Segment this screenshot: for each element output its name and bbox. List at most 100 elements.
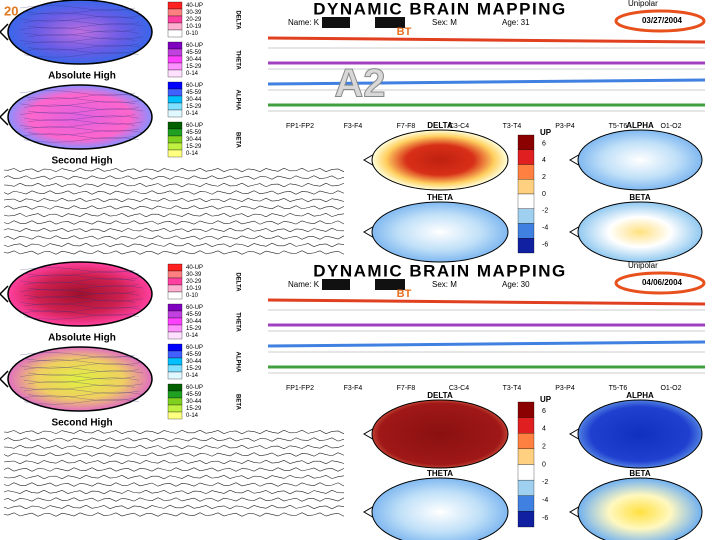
contour	[27, 306, 144, 313]
scale-label: -4	[542, 497, 548, 504]
date-circle	[614, 271, 706, 295]
head-label: Absolute High	[48, 71, 116, 82]
contour	[23, 137, 140, 143]
contour	[19, 90, 136, 96]
legend-swatch	[167, 343, 183, 352]
topo-map	[371, 201, 509, 263]
redaction	[375, 279, 405, 290]
scale-label: 4	[542, 426, 546, 433]
legend-swatch	[167, 15, 183, 24]
legend-range: 30-44	[186, 137, 202, 143]
legend-swatch	[167, 277, 183, 286]
legend-band: DELTA	[234, 272, 240, 292]
band-line	[267, 298, 706, 306]
eeg-trace	[3, 205, 345, 210]
legend-swatch	[167, 411, 183, 420]
topo-map	[371, 129, 509, 191]
band-line	[267, 340, 706, 348]
legend-band: THETA	[234, 50, 240, 70]
topo-map	[577, 129, 703, 191]
channel-label: C3-C4	[449, 385, 469, 392]
map-label: ALPHA	[626, 121, 654, 130]
record-date: 03/27/2004	[642, 16, 683, 25]
legend-range: 0-14	[186, 71, 199, 77]
head-nose	[0, 370, 9, 388]
scale-swatch	[517, 238, 535, 254]
legend-swatch	[167, 270, 183, 279]
legend-swatch	[167, 29, 183, 38]
contour	[27, 381, 144, 387]
legend-swatch	[167, 109, 183, 118]
channel-label: T3-T4	[503, 385, 522, 392]
channel-label: FP1-FP2	[286, 123, 314, 130]
title: DYNAMIC BRAIN MAPPING	[313, 0, 566, 18]
legend-range: 0-14	[186, 333, 199, 339]
scale-label: -4	[542, 225, 548, 232]
scale-title: UP	[540, 395, 552, 404]
legend-swatch	[167, 22, 183, 31]
contour	[27, 23, 144, 29]
channel-label: F3-F4	[344, 123, 363, 130]
redaction	[375, 17, 405, 28]
legend-band: THETA	[234, 312, 240, 332]
contour	[19, 395, 136, 401]
legend-range: 0-14	[186, 111, 199, 117]
eeg-trace	[3, 227, 345, 233]
head-map	[7, 0, 153, 65]
legend-range: 40-UP	[186, 265, 203, 271]
scale-swatch	[517, 448, 535, 465]
scale-swatch	[517, 479, 535, 496]
redaction	[322, 279, 350, 290]
channel-label: T5-T6	[609, 385, 628, 392]
legend-range: 15-29	[186, 366, 202, 372]
legend-swatch	[167, 371, 183, 380]
legend-range: 60-UP	[186, 123, 203, 129]
legend-range: 30-44	[186, 399, 202, 405]
scale-swatch	[517, 401, 535, 418]
contour	[23, 52, 140, 58]
eeg-trace	[3, 474, 345, 480]
channel-label: P3-P4	[555, 385, 575, 392]
channel-label: C3-C4	[449, 123, 469, 130]
scale-label: 0	[542, 191, 546, 198]
legend-swatch	[167, 8, 183, 17]
contour	[19, 288, 136, 295]
contour	[27, 370, 144, 376]
band-line	[267, 78, 706, 86]
contour	[27, 119, 144, 125]
legend-range: 30-44	[186, 57, 202, 63]
head-nose	[0, 23, 9, 41]
scale-swatch	[517, 511, 535, 528]
channel-label: T5-T6	[609, 123, 628, 130]
legend-range: 45-59	[186, 90, 202, 96]
legend-band: ALPHA	[234, 90, 240, 111]
channel-label: O1-O2	[660, 123, 681, 130]
legend-swatch	[167, 128, 183, 137]
legend-swatch	[167, 383, 183, 392]
channel-label: F3-F4	[344, 385, 363, 392]
legend-range: 0-14	[186, 413, 199, 419]
contour	[27, 97, 144, 103]
scale-label: 6	[542, 408, 546, 415]
map-label: DELTA	[427, 391, 453, 400]
patient-name: Name: K	[288, 18, 320, 27]
contour	[27, 285, 144, 291]
eeg-trace	[3, 250, 345, 255]
legend-swatch	[167, 317, 183, 326]
title: DYNAMIC BRAIN MAPPING	[313, 261, 566, 280]
map-label: ALPHA	[626, 391, 654, 400]
legend-swatch	[167, 62, 183, 71]
scale-swatch	[517, 149, 535, 165]
legend-swatch	[167, 41, 183, 50]
scale-label: -6	[542, 241, 548, 248]
legend-range: 20-29	[186, 279, 202, 285]
eeg-trace	[3, 512, 345, 517]
scale-swatch	[517, 417, 535, 434]
contour	[27, 274, 144, 280]
legend-range: 30-44	[186, 359, 202, 365]
scale-swatch	[517, 433, 535, 450]
contour	[23, 281, 140, 288]
scale-swatch	[517, 164, 535, 180]
slide-number: 20	[4, 3, 18, 18]
legend-range: 60-UP	[186, 345, 203, 351]
